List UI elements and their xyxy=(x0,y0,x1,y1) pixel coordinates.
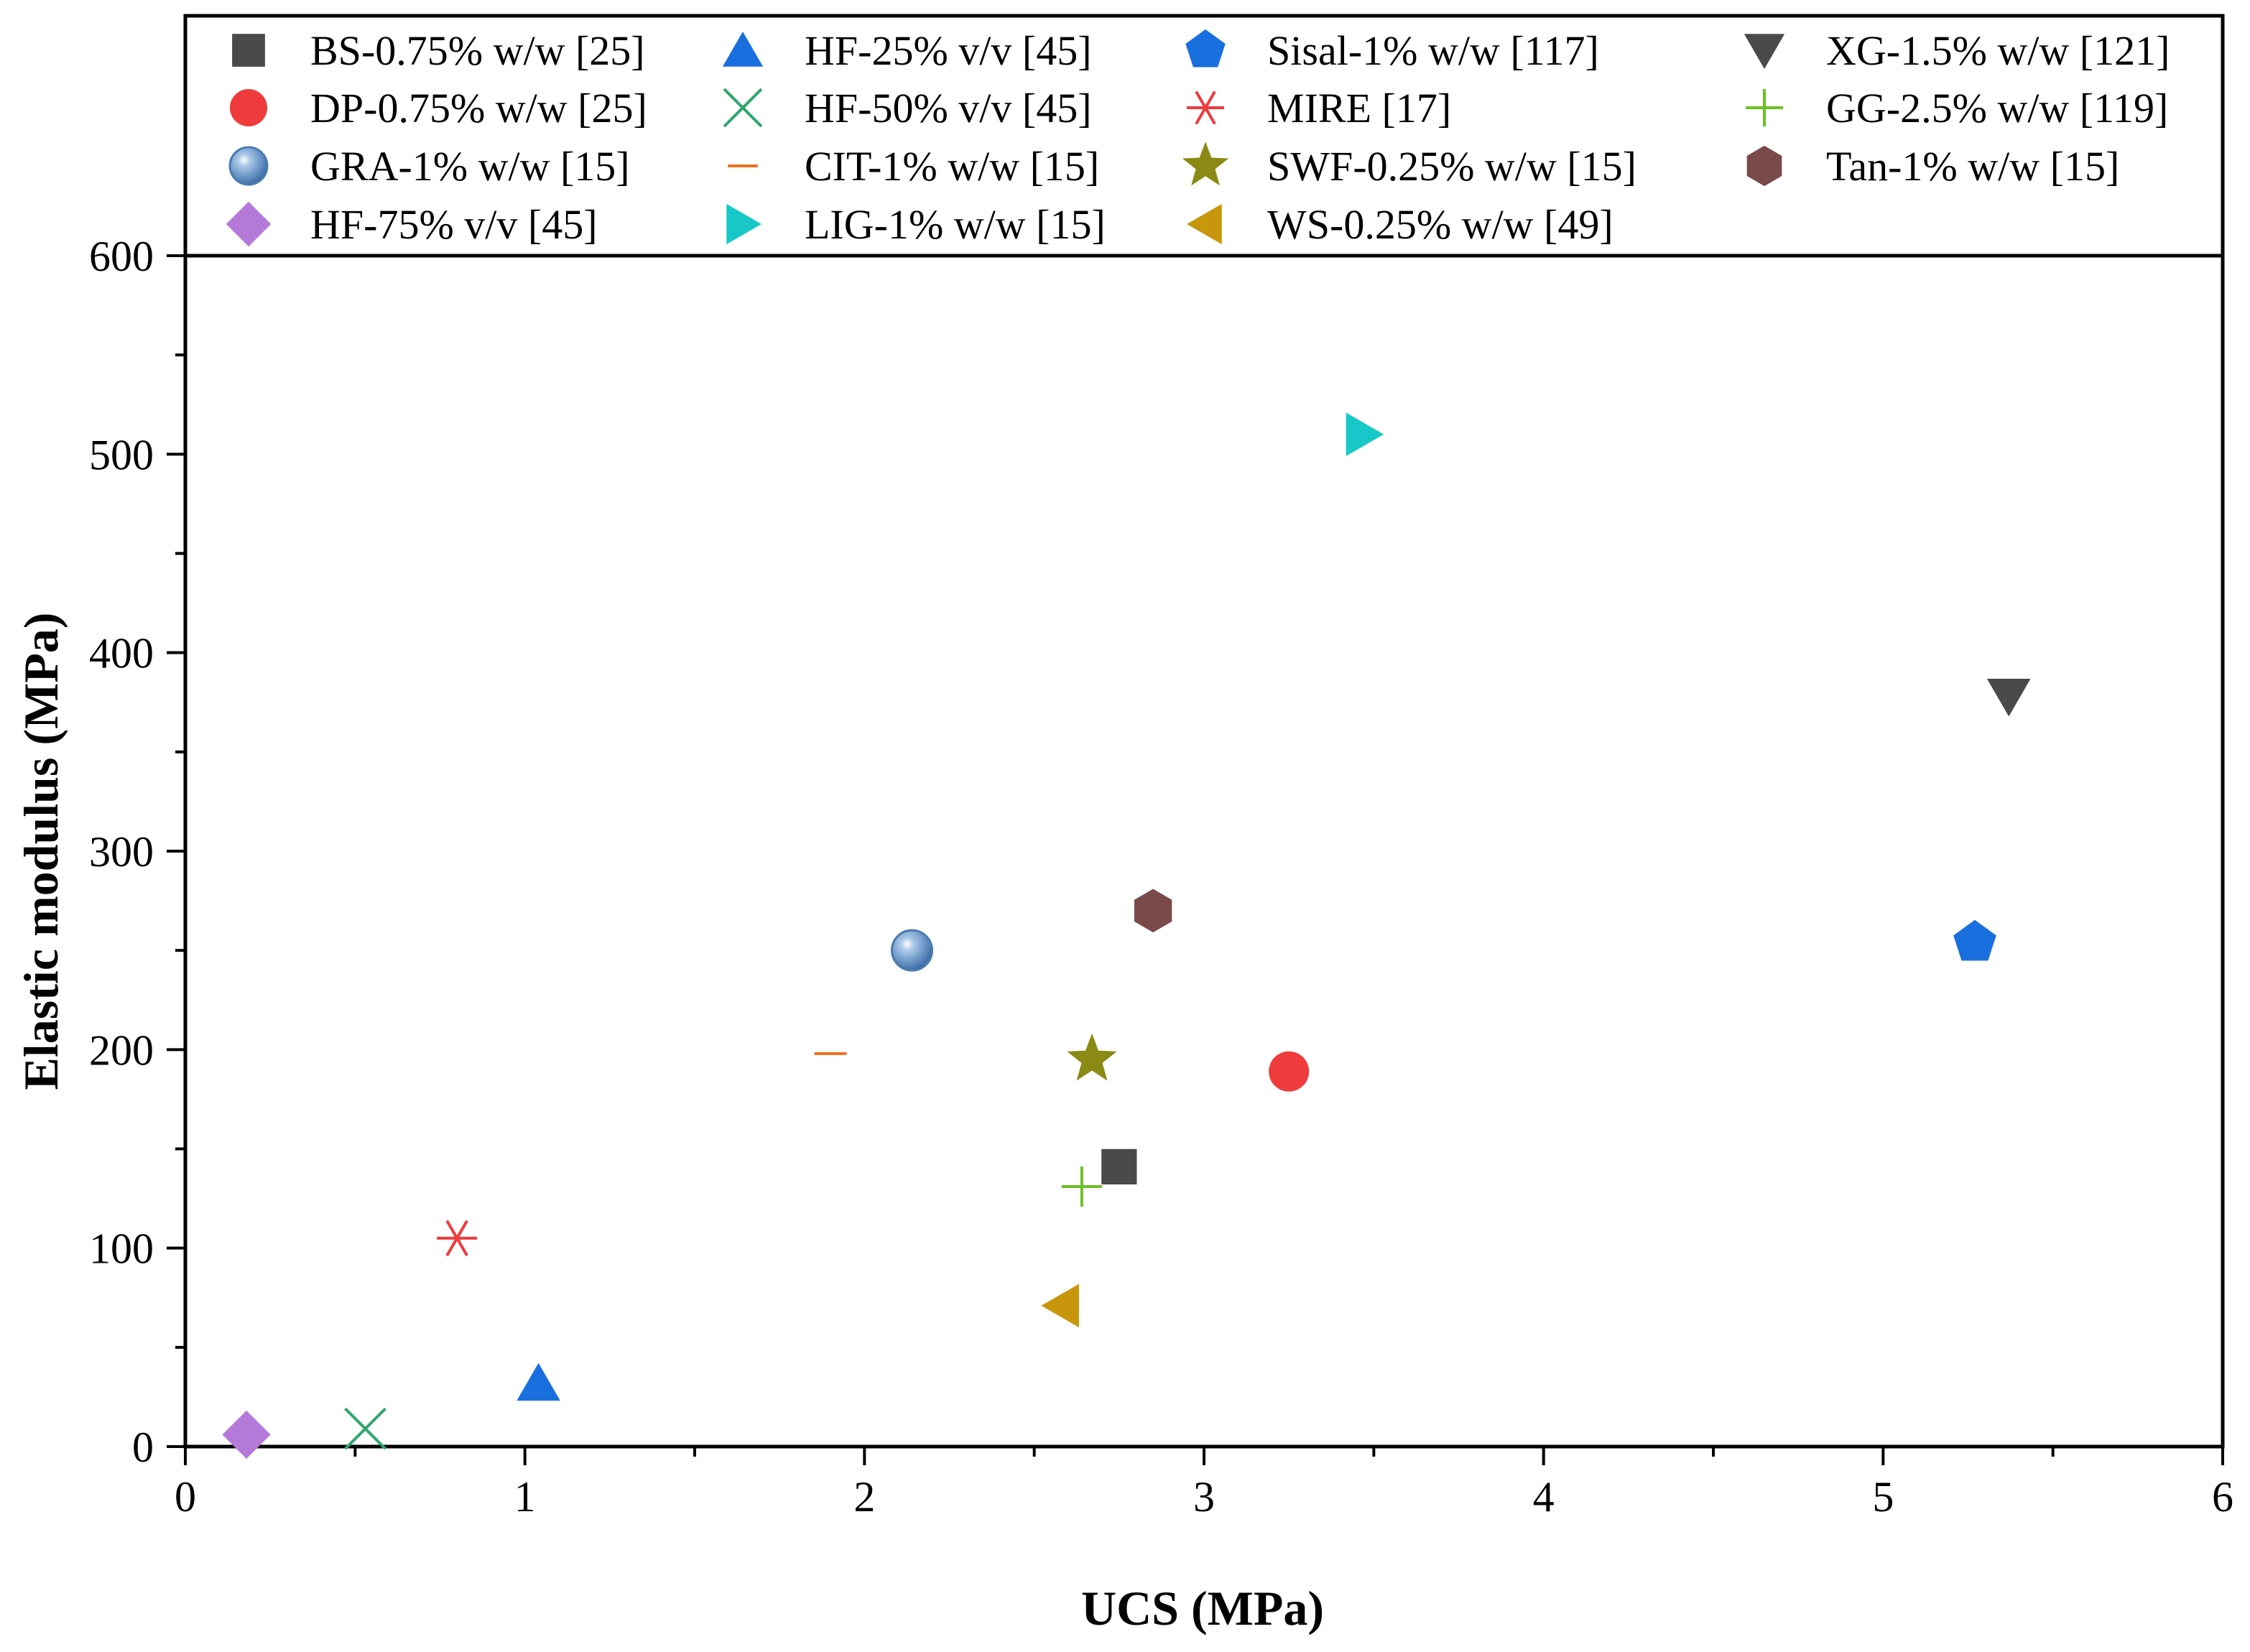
y-axis-title: Elastic modulus (MPa) xyxy=(14,613,68,1090)
data-point xyxy=(1101,1148,1137,1185)
y-tick-label: 600 xyxy=(89,233,154,280)
y-tick-label: 400 xyxy=(89,630,154,677)
data-point xyxy=(1041,1284,1079,1328)
data-point xyxy=(1061,1166,1102,1207)
y-tick-label: 300 xyxy=(89,828,154,876)
data-point xyxy=(1134,888,1172,933)
legend-label: DP-0.75% w/w [25] xyxy=(310,85,647,131)
legend-label: HF-75% v/v [45] xyxy=(310,201,598,248)
x-axis-title: UCS (MPa) xyxy=(1081,1581,1324,1635)
legend-label: XG-1.5% w/w [121] xyxy=(1826,27,2170,74)
y-tick-label: 200 xyxy=(89,1026,154,1074)
legend-marker xyxy=(1185,29,1226,68)
data-point xyxy=(222,1410,271,1460)
plot-frame xyxy=(183,254,2225,1449)
x-tick-label: 3 xyxy=(1193,1473,1215,1521)
x-tick-label: 2 xyxy=(853,1473,875,1521)
legend-marker xyxy=(226,201,272,247)
data-point xyxy=(1269,1051,1310,1092)
y-tick-label: 100 xyxy=(89,1225,154,1273)
data-point xyxy=(1346,412,1384,457)
legend-marker xyxy=(1187,203,1222,245)
legend-marker xyxy=(1744,34,1785,69)
x-tick-label: 6 xyxy=(2212,1473,2233,1521)
legend-marker xyxy=(230,89,267,126)
legend-label: BS-0.75% w/w [25] xyxy=(310,27,645,74)
legend-label: LIG-1% w/w [15] xyxy=(805,201,1106,248)
data-point xyxy=(437,1220,478,1257)
legend-marker xyxy=(1746,89,1783,126)
x-tick-label: 1 xyxy=(514,1473,536,1521)
legend-marker xyxy=(723,88,763,128)
x-tick-label: 5 xyxy=(1872,1473,1894,1521)
legend-label: WS-0.25% w/w [49] xyxy=(1267,201,1614,248)
data-point xyxy=(1067,1033,1117,1081)
legend-label: SWF-0.25% w/w [15] xyxy=(1267,143,1636,190)
data-point xyxy=(1986,678,2031,717)
legend-marker xyxy=(726,203,761,245)
y-tick-label: 500 xyxy=(89,431,154,478)
legend-marker xyxy=(1187,91,1224,125)
legend-label: HF-25% v/v [45] xyxy=(805,27,1092,74)
legend-marker xyxy=(232,34,265,67)
legend-label: HF-50% v/v [45] xyxy=(805,85,1092,131)
legend-marker xyxy=(1182,141,1229,186)
legend-marker xyxy=(1746,145,1782,187)
x-tick-label: 0 xyxy=(175,1473,196,1521)
y-tick-label: 0 xyxy=(132,1424,154,1471)
legend-label: Sisal-1% w/w [117] xyxy=(1267,27,1599,74)
legend-marker xyxy=(722,32,764,67)
data-point xyxy=(1953,919,1996,961)
data-point xyxy=(517,1363,560,1401)
legend-label: GRA-1% w/w [15] xyxy=(310,143,630,190)
legend-marker xyxy=(228,146,269,186)
data-point xyxy=(891,929,934,972)
legend-label: CIT-1% w/w [15] xyxy=(805,143,1099,190)
legend-label: MIRE [17] xyxy=(1267,85,1451,131)
data-point xyxy=(344,1407,386,1450)
legend-label: GG-2.5% w/w [119] xyxy=(1826,85,2168,131)
legend-label: Tan-1% w/w [15] xyxy=(1826,143,2119,190)
x-tick-label: 4 xyxy=(1533,1473,1555,1521)
